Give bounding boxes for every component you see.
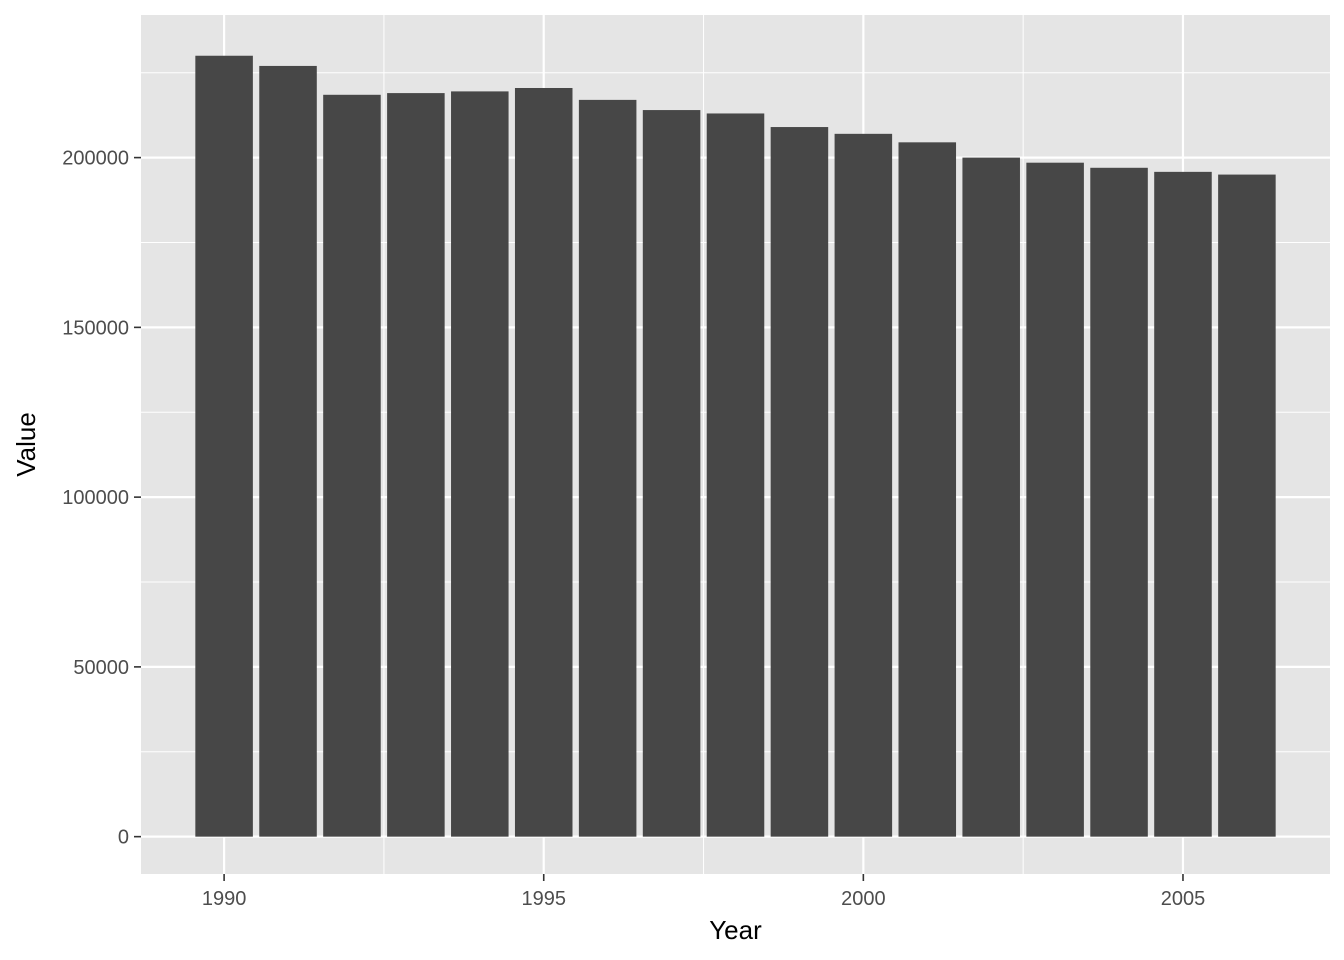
bar <box>259 65 317 837</box>
bar <box>834 133 893 837</box>
y-tick-label: 100000 <box>62 487 129 509</box>
bar <box>1090 167 1148 837</box>
x-tick-label: 1995 <box>521 888 566 910</box>
bar <box>1218 174 1276 837</box>
bar <box>898 142 957 837</box>
x-tick-label: 1990 <box>202 888 247 910</box>
x-tick-label: 2005 <box>1161 888 1206 910</box>
bar <box>387 93 445 837</box>
bar <box>1026 162 1084 837</box>
y-tick-label: 200000 <box>62 148 129 170</box>
bar <box>451 91 509 837</box>
y-tick-label: 50000 <box>73 657 129 679</box>
x-tick-label: 2000 <box>841 888 886 910</box>
y-axis-title: Value <box>11 412 41 477</box>
bar <box>706 113 765 837</box>
bar <box>962 157 1020 837</box>
bar <box>323 94 381 837</box>
y-axis: 0 50000 100000 150000 200000 <box>62 148 141 849</box>
y-tick-label: 150000 <box>62 317 129 339</box>
x-axis: 1990 1995 2000 2005 <box>202 874 1205 910</box>
bar <box>642 110 701 837</box>
bar <box>770 127 829 837</box>
x-axis-title: Year <box>709 915 762 945</box>
y-tick-label: 0 <box>118 827 129 849</box>
bar <box>1154 171 1212 837</box>
bars <box>195 55 1276 837</box>
bar <box>195 55 253 837</box>
bar <box>578 99 637 837</box>
bar <box>514 87 573 837</box>
